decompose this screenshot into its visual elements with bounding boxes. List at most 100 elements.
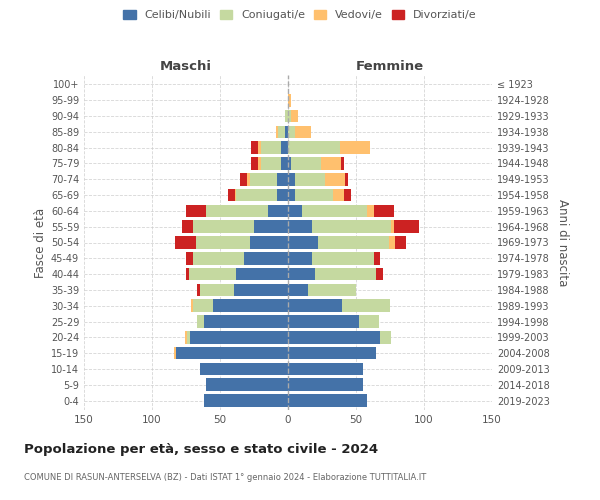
Bar [193, 220, 254, 233]
Bar [285, 110, 288, 122]
Bar [340, 142, 370, 154]
Bar [251, 157, 258, 170]
Bar [374, 204, 394, 217]
Bar [295, 189, 333, 202]
Bar [288, 378, 363, 391]
Bar [268, 204, 288, 217]
Bar [193, 300, 213, 312]
Bar [189, 268, 236, 280]
Bar [344, 189, 350, 202]
Bar [288, 331, 380, 344]
Bar [250, 236, 288, 249]
Bar [250, 173, 277, 186]
Bar [276, 126, 278, 138]
Bar [391, 220, 394, 233]
Bar [288, 268, 315, 280]
Y-axis label: Fasce di età: Fasce di età [34, 208, 47, 278]
Bar [258, 142, 261, 154]
Bar [288, 189, 295, 202]
Text: Femmine: Femmine [356, 60, 424, 74]
Bar [288, 173, 295, 186]
Bar [193, 252, 244, 264]
Bar [186, 252, 193, 264]
Bar [320, 157, 341, 170]
Bar [288, 362, 363, 375]
Bar [281, 142, 288, 154]
Bar [325, 173, 345, 186]
Bar [288, 110, 291, 122]
Bar [203, 394, 288, 407]
Legend: Celibi/Nubili, Coniugati/e, Vedovi/e, Divorziati/e: Celibi/Nubili, Coniugati/e, Vedovi/e, Di… [119, 6, 481, 25]
Bar [291, 110, 298, 122]
Bar [295, 126, 311, 138]
Bar [281, 157, 288, 170]
Bar [367, 204, 374, 217]
Bar [376, 268, 383, 280]
Bar [288, 315, 359, 328]
Bar [359, 315, 379, 328]
Bar [206, 204, 268, 217]
Bar [313, 220, 391, 233]
Bar [341, 157, 344, 170]
Bar [186, 268, 189, 280]
Bar [236, 189, 277, 202]
Bar [261, 142, 281, 154]
Bar [288, 126, 295, 138]
Bar [175, 236, 196, 249]
Bar [389, 236, 395, 249]
Bar [251, 142, 258, 154]
Text: COMUNE DI RASUN-ANTERSELVA (BZ) - Dati ISTAT 1° gennaio 2024 - Elaborazione TUTT: COMUNE DI RASUN-ANTERSELVA (BZ) - Dati I… [24, 472, 426, 482]
Bar [295, 173, 325, 186]
Bar [288, 284, 308, 296]
Bar [291, 157, 320, 170]
Bar [333, 189, 344, 202]
Bar [258, 157, 261, 170]
Bar [288, 394, 367, 407]
Bar [278, 126, 285, 138]
Bar [187, 331, 190, 344]
Bar [186, 204, 206, 217]
Bar [197, 284, 200, 296]
Bar [228, 189, 235, 202]
Bar [288, 236, 318, 249]
Bar [236, 268, 288, 280]
Bar [288, 347, 376, 360]
Bar [374, 252, 380, 264]
Text: Maschi: Maschi [160, 60, 212, 74]
Bar [394, 220, 419, 233]
Bar [174, 347, 176, 360]
Bar [288, 142, 340, 154]
Bar [190, 331, 288, 344]
Bar [197, 315, 203, 328]
Bar [233, 284, 288, 296]
Bar [254, 220, 288, 233]
Bar [182, 220, 193, 233]
Bar [318, 236, 389, 249]
Bar [308, 284, 356, 296]
Bar [191, 300, 193, 312]
Bar [277, 173, 288, 186]
Bar [196, 236, 250, 249]
Bar [241, 173, 247, 186]
Bar [277, 189, 288, 202]
Bar [288, 220, 313, 233]
Bar [302, 204, 367, 217]
Bar [288, 300, 343, 312]
Bar [206, 378, 288, 391]
Y-axis label: Anni di nascita: Anni di nascita [556, 199, 569, 286]
Bar [285, 126, 288, 138]
Bar [247, 173, 250, 186]
Bar [288, 204, 302, 217]
Bar [213, 300, 288, 312]
Bar [288, 157, 291, 170]
Text: Popolazione per età, sesso e stato civile - 2024: Popolazione per età, sesso e stato civil… [24, 442, 378, 456]
Bar [261, 157, 281, 170]
Bar [288, 252, 313, 264]
Bar [343, 300, 390, 312]
Bar [288, 94, 291, 106]
Bar [200, 284, 233, 296]
Bar [345, 173, 348, 186]
Bar [203, 315, 288, 328]
Bar [380, 331, 391, 344]
Bar [185, 331, 187, 344]
